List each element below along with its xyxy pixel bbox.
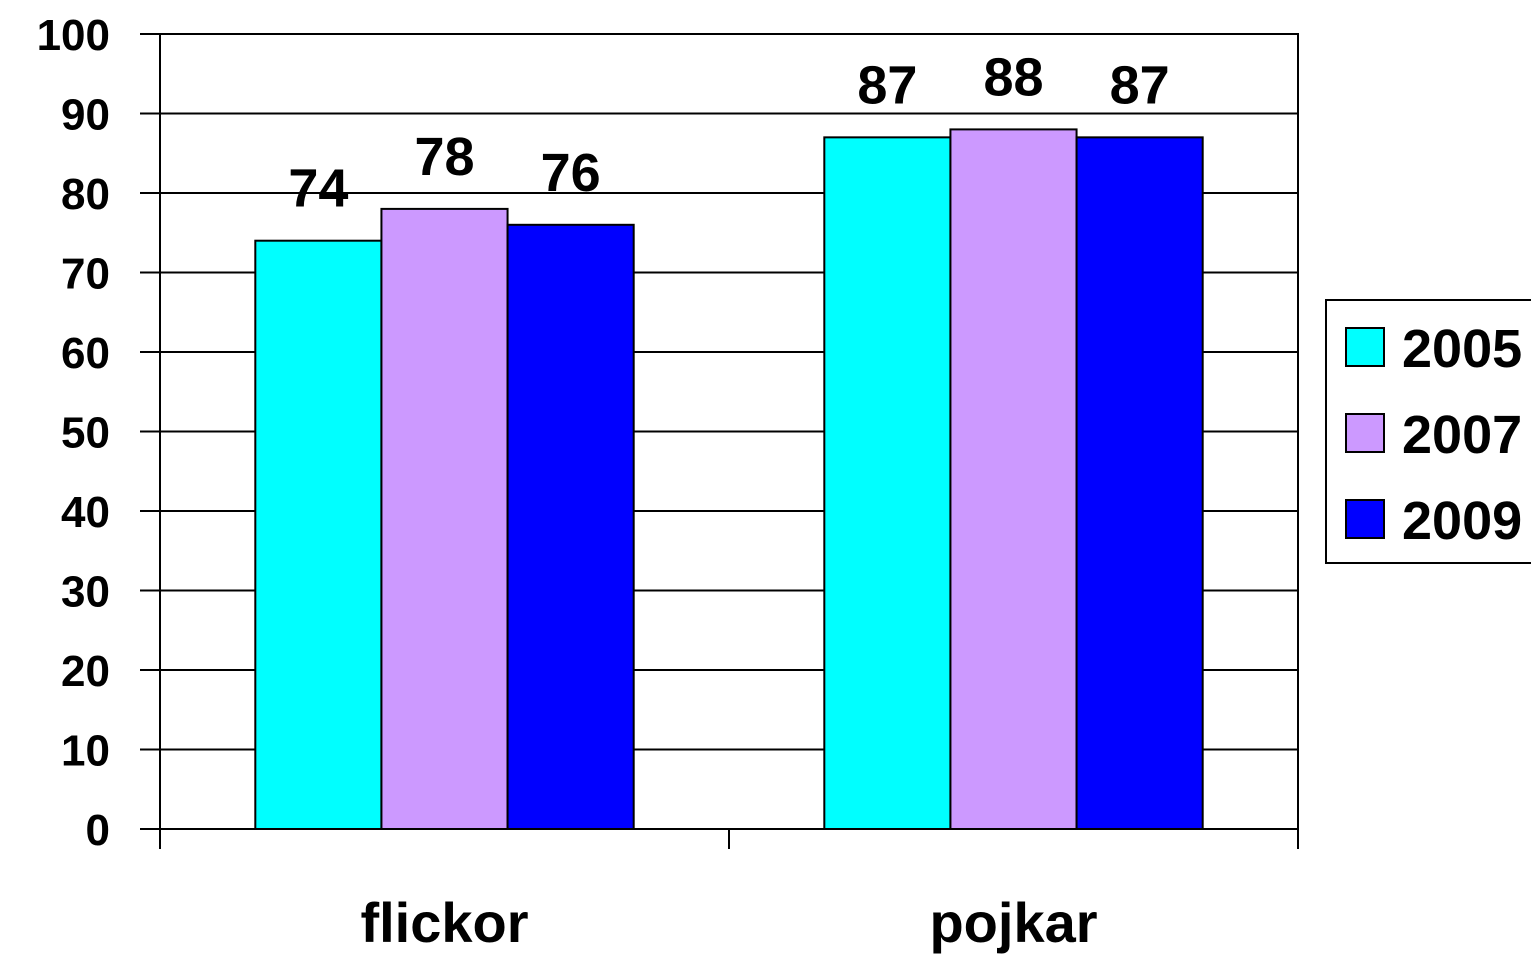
data-label: 87: [1110, 55, 1170, 115]
legend-label-2007: 2007: [1402, 405, 1522, 465]
y-tick-label: 0: [86, 806, 110, 855]
bar-flickor-2007: [380, 207, 509, 830]
y-tick-label: 80: [61, 170, 110, 219]
legend-label-2009: 2009: [1402, 491, 1522, 551]
y-tick-label: 70: [61, 250, 110, 299]
data-label: 88: [983, 47, 1043, 107]
legend-swatch-2007: [1345, 413, 1385, 453]
y-tick-label: 10: [61, 727, 110, 776]
axes: [140, 33, 1299, 849]
category-label-pojkar: pojkar: [929, 891, 1097, 954]
bars: [254, 128, 1204, 831]
y-tick-label: 20: [61, 647, 110, 696]
bar-pojkar-2007: [949, 128, 1078, 830]
legend-swatch-2009: [1345, 499, 1385, 539]
y-tick-label: 90: [61, 91, 110, 140]
bar-pojkar-2009: [1075, 136, 1204, 831]
data-labels: 74 78 76 87 88 87: [288, 47, 1169, 218]
legend: 2005 2007 2009: [1325, 299, 1531, 564]
legend-label-2005: 2005: [1402, 319, 1522, 379]
y-tick-label: 60: [61, 329, 110, 378]
y-tick-label: 30: [61, 568, 110, 617]
data-label: 76: [541, 143, 601, 203]
category-labels: flickor pojkar: [360, 891, 1097, 954]
bar-pojkar-2005: [823, 136, 952, 831]
data-label: 87: [857, 55, 917, 115]
y-tick-label: 100: [37, 11, 110, 60]
y-tick-label: 50: [61, 409, 110, 458]
legend-swatch-2005: [1345, 327, 1385, 367]
bar-flickor-2005: [254, 239, 383, 830]
data-label: 78: [414, 127, 474, 187]
y-tick-labels: 0 10 20 30 40 50 60 70 80 90 100: [37, 11, 110, 855]
category-label-flickor: flickor: [360, 891, 528, 954]
y-tick-label: 40: [61, 488, 110, 537]
data-label: 74: [288, 159, 348, 219]
bar-flickor-2009: [506, 223, 635, 831]
